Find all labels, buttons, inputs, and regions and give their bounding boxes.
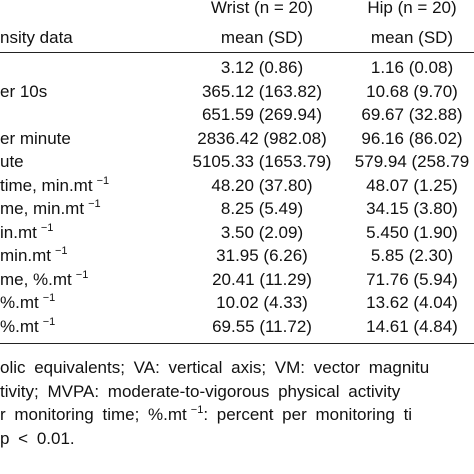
- row-label-sup: −1: [42, 292, 56, 304]
- wrist-cell: 10.02 (4.33): [216, 293, 308, 312]
- row-label-text: ute: [0, 152, 24, 171]
- row-label: me, %.mt −1: [0, 268, 89, 290]
- hip-cell: 1.16 (0.08): [370, 58, 454, 77]
- row-label: ute: [0, 152, 24, 172]
- footnote-text: p < 0.01.: [0, 428, 75, 448]
- footnote: r monitoring time; %.mt −1: percent per m…: [0, 405, 412, 425]
- hip-cell: 5.450 (1.90): [366, 222, 458, 242]
- row-label-sup: −1: [55, 245, 68, 257]
- column-stat: mean (SD): [220, 28, 304, 47]
- row-label-text: er 10s: [0, 81, 48, 101]
- footnote-text: r monitoring time; %.mt: [0, 405, 187, 424]
- row-label: in.mt −1: [0, 221, 54, 243]
- row-label: %.mt −1: [0, 315, 56, 337]
- row-label-text: er minute: [0, 128, 71, 148]
- wrist-cell: 365.12 (163.82): [201, 81, 323, 101]
- footnote-sup: −1: [190, 404, 204, 416]
- row-label-text: min.mt: [0, 246, 51, 265]
- row-label: er 10s: [0, 82, 47, 102]
- row-label-text: me, min.mt: [0, 199, 85, 218]
- wrist-cell: 20.41 (11.29): [212, 269, 312, 289]
- hip-cell: 48.07 (1.25): [366, 175, 458, 195]
- wrist-cell: 8.25 (5.49): [220, 199, 304, 218]
- hip-cell: 71.76 (5.94): [366, 269, 458, 289]
- row-label-sup: −1: [40, 221, 54, 234]
- row-label: time, min.mt −1: [0, 174, 110, 196]
- wrist-cell: 69.55 (11.72): [212, 316, 312, 336]
- row-label: %.mt −1: [0, 293, 55, 313]
- footnote: p < 0.01.: [0, 429, 75, 449]
- row-label: er minute: [0, 129, 71, 149]
- row-label: me, min.mt −1: [0, 199, 101, 219]
- wrist-cell: 3.50 (2.09): [220, 222, 304, 242]
- footnote: olic equivalents; VA: vertical axis; VM:…: [0, 358, 429, 378]
- footnote-text: tivity; MVPA: moderate-to-vigorous physi…: [0, 381, 401, 401]
- column-stat: mean (SD): [370, 28, 454, 47]
- row-label-text: me, %.mt: [0, 269, 72, 289]
- header-label: nsity data: [0, 28, 73, 47]
- hip-cell: 13.62 (4.04): [366, 293, 458, 312]
- row-label-sup: −1: [75, 268, 89, 281]
- row-label-sup: −1: [96, 174, 110, 187]
- wrist-cell: 2836.42 (982.08): [197, 128, 327, 148]
- column-name: Wrist (n = 20): [210, 0, 314, 17]
- bottom-rule: [0, 343, 474, 344]
- wrist-cell: 31.95 (6.26): [216, 246, 308, 265]
- wrist-cell: 48.20 (37.80): [211, 175, 313, 195]
- hip-cell: 579.94 (258.79: [354, 152, 470, 171]
- hip-cell: 10.68 (9.70): [366, 81, 458, 101]
- footnote-text: : percent per monitoring ti: [203, 405, 413, 424]
- footnote-text: olic equivalents; VA: vertical axis; VM:…: [0, 358, 430, 377]
- row-label-sup: −1: [42, 315, 56, 328]
- column-name: Hip (n = 20): [367, 0, 457, 17]
- hip-cell: 69.67 (32.88): [361, 105, 463, 124]
- wrist-cell: 5105.33 (1653.79): [192, 152, 332, 171]
- wrist-cell: 3.12 (0.86): [220, 58, 304, 77]
- hip-cell: 5.85 (2.30): [370, 246, 454, 265]
- row-label-text: %.mt: [0, 293, 39, 312]
- row-label-text: time, min.mt: [0, 175, 93, 195]
- hip-cell: 96.16 (86.02): [361, 128, 463, 148]
- row-label: min.mt −1: [0, 246, 68, 266]
- hip-cell: 34.15 (3.80): [366, 199, 458, 218]
- header-rule: [0, 52, 474, 53]
- row-label-text: in.mt: [0, 222, 37, 242]
- footnote: tivity; MVPA: moderate-to-vigorous physi…: [0, 382, 400, 402]
- hip-cell: 14.61 (4.84): [366, 316, 458, 336]
- row-label-text: %.mt: [0, 316, 39, 336]
- row-label-sup: −1: [88, 198, 101, 210]
- wrist-cell: 651.59 (269.94): [201, 105, 323, 124]
